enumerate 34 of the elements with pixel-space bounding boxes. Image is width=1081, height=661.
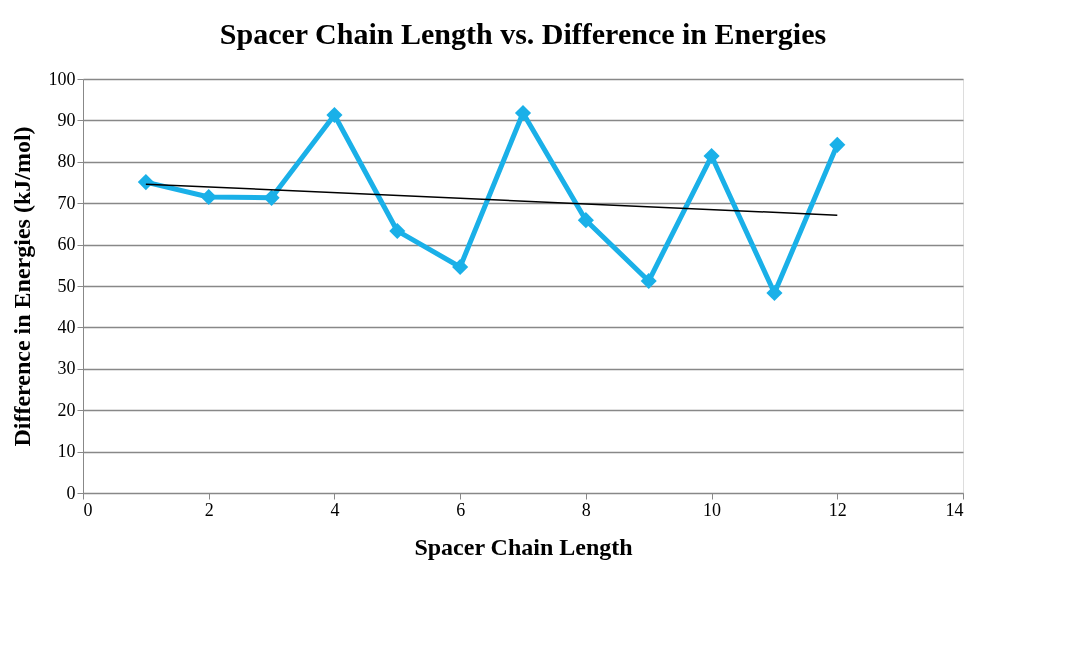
y-tick-label: 70: [57, 192, 76, 213]
y-tick-label: 100: [48, 68, 76, 89]
point: [766, 284, 783, 302]
point: [514, 104, 532, 122]
y-tick-label: 50: [57, 275, 76, 296]
point: [326, 106, 343, 124]
y-axis-title: Difference in Energies (kJ/mol): [8, 126, 35, 447]
x-tick-label: 4: [330, 499, 340, 520]
x-tick-label: 10: [703, 499, 722, 520]
point: [703, 147, 720, 165]
y-tick-label: 30: [57, 358, 76, 379]
x-tick-label: 12: [828, 499, 847, 520]
x-tick-label: 2: [204, 499, 214, 520]
x-tick-label: 0: [83, 499, 93, 520]
point: [137, 174, 154, 191]
y-tick-label: 10: [57, 441, 76, 462]
point: [263, 189, 280, 206]
point: [452, 258, 469, 276]
x-tick-label: 8: [581, 499, 591, 520]
y-tick-label: 0: [66, 482, 76, 503]
x-tick-label: 6: [456, 499, 466, 520]
y-tick-label: 90: [57, 109, 76, 130]
y-tick-label: 60: [57, 234, 76, 255]
point: [577, 212, 594, 229]
x-tick-label: 14: [945, 499, 964, 520]
y-tick-label: 40: [57, 316, 76, 337]
point: [640, 272, 657, 290]
point: [829, 136, 846, 153]
point: [200, 188, 217, 206]
x-axis-title: Spacer Chain Length: [414, 533, 633, 560]
chart-title: Spacer Chain Length vs. Difference in Energies: [219, 17, 827, 50]
y-tick-label: 80: [57, 151, 76, 172]
point: [389, 222, 406, 239]
y-tick-label: 20: [57, 399, 76, 420]
